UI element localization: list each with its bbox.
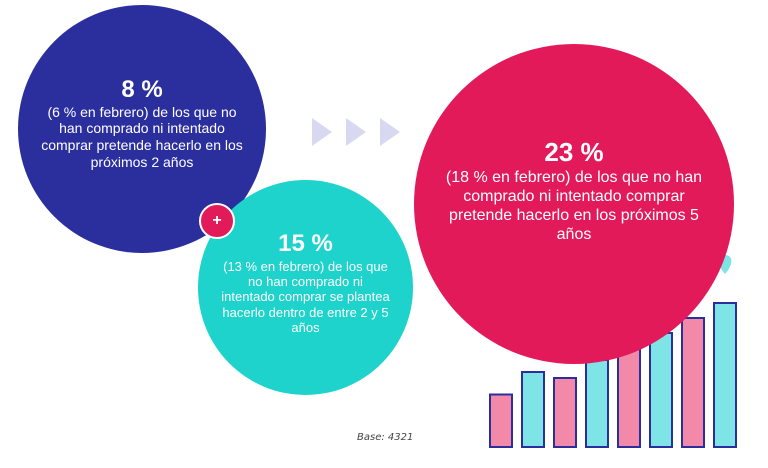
chevron-right-icon bbox=[346, 118, 366, 146]
plus-icon: + bbox=[199, 203, 235, 239]
chevron-right-icon bbox=[380, 118, 400, 146]
decor-bar bbox=[585, 359, 609, 448]
decor-bar bbox=[649, 332, 673, 448]
decor-bar bbox=[553, 377, 577, 448]
decor-bar bbox=[681, 317, 705, 448]
base-sample-note: Base: 4321 bbox=[357, 432, 414, 443]
stat-description: (13 % en febrero) de los que no han comp… bbox=[221, 258, 390, 335]
decor-bar bbox=[713, 302, 737, 448]
stat-circle-2-years: 8 % (6 % en febrero) de los que no han c… bbox=[18, 5, 266, 253]
stat-percent: 15 % bbox=[278, 229, 333, 257]
stat-percent: 8 % bbox=[121, 75, 163, 103]
stat-circle-5-years: 23 % (18 % en febrero) de los que no han… bbox=[414, 44, 734, 364]
stat-percent: 23 % bbox=[544, 137, 604, 168]
chevron-right-icon bbox=[312, 118, 332, 146]
decor-bar bbox=[489, 393, 513, 448]
stat-description: (6 % en febrero) de los que no han compr… bbox=[41, 103, 243, 170]
decor-bar bbox=[521, 371, 545, 448]
stat-description: (18 % en febrero) de los que no han comp… bbox=[445, 169, 703, 243]
